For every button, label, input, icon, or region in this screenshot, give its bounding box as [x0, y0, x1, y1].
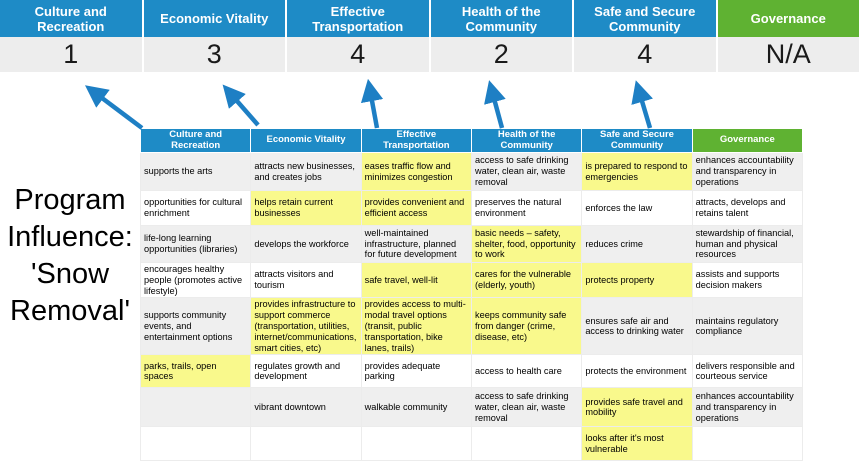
matrix-cell	[139, 387, 252, 428]
matrix-cell: stewardship of financial, human and phys…	[691, 225, 804, 263]
matrix-cell: delivers responsible and courteous servi…	[691, 354, 804, 389]
up-arrow-icon	[85, 85, 144, 130]
matrix-cell: safe travel, well-lit	[360, 261, 472, 299]
score-column: Governance N/A	[717, 0, 859, 72]
matrix-cell: life-long learning opportunities (librar…	[139, 225, 252, 263]
matrix-cell	[360, 426, 472, 462]
matrix-cell: is prepared to respond to emergencies	[581, 152, 693, 191]
matrix-cell	[139, 426, 252, 462]
matrix-cell: provides access to multi-modal travel op…	[360, 297, 472, 356]
score-column: Safe and Secure Community 4	[574, 0, 716, 72]
matrix-cell: supports community events, and entertain…	[139, 297, 252, 356]
matrix-cell: opportunities for cultural enrichment	[139, 190, 252, 226]
matrix-cell	[691, 426, 804, 462]
matrix-cell: encourages healthy people (promotes acti…	[139, 261, 252, 299]
influence-arrows	[85, 78, 653, 130]
matrix-cell: enhances accountability and transparency…	[691, 152, 804, 191]
matrix-cell: keeps community safe from danger (crime,…	[470, 297, 583, 356]
up-arrow-icon	[222, 84, 260, 127]
matrix-row: opportunities for cultural enrichment hel…	[139, 190, 804, 226]
matrix-cell: enforces the law	[581, 190, 693, 226]
score-value: 4	[574, 37, 716, 72]
matrix-header-row: Culture and Recreation Economic Vitality E…	[139, 128, 804, 153]
matrix-body: supports the arts attracts new businesses…	[139, 152, 804, 462]
matrix-cell: reduces crime	[581, 225, 693, 263]
matrix-header-cell: Economic Vitality	[250, 128, 362, 153]
program-title-line: Program	[14, 184, 126, 216]
score-column: Culture and Recreation 1	[0, 0, 142, 72]
program-title-line: Removal'	[10, 295, 130, 327]
priority-header: Effective Transportation	[287, 0, 429, 37]
matrix-cell: provides convenient and efficient access	[360, 190, 472, 226]
priority-header: Health of the Community	[430, 0, 572, 37]
matrix-cell: provides infrastructure to support comme…	[250, 297, 362, 356]
matrix-cell: basic needs – safety, shelter, food, opp…	[470, 225, 583, 263]
score-value: 2	[430, 37, 572, 72]
score-value: 4	[287, 37, 429, 72]
matrix-cell: access to health care	[470, 354, 583, 389]
matrix-cell: provides safe travel and mobility	[581, 387, 693, 428]
matrix-cell: protects the environment	[581, 354, 693, 389]
matrix-row: looks after it's most vulnerable	[139, 426, 804, 462]
matrix-cell: helps retain current businesses	[250, 190, 362, 226]
matrix-table: Culture and Recreation Economic Vitality E…	[139, 128, 804, 462]
matrix-cell: provides adequate parking	[360, 354, 472, 389]
priority-header: Culture and Recreation	[0, 0, 142, 37]
matrix-header-cell: Culture and Recreation	[139, 128, 252, 153]
matrix-cell: attracts, develops and retains talent	[691, 190, 804, 226]
up-arrow-icon	[360, 78, 384, 129]
matrix-cell: assists and supports decision makers	[691, 261, 804, 299]
matrix-cell: develops the workforce	[250, 225, 362, 263]
matrix-cell: cares for the vulnerable (elderly, youth…	[470, 261, 583, 299]
matrix-header-cell: Health of the Community	[470, 128, 583, 153]
matrix-header-cell: Safe and Secure Community	[581, 128, 693, 153]
score-column: Health of the Community 2	[430, 0, 572, 72]
matrix-cell: access to safe drinking water, clean air…	[470, 387, 583, 428]
program-title: Program Influence: 'Snow Removal'	[0, 182, 140, 330]
matrix-row: supports the arts attracts new businesses…	[139, 152, 804, 191]
score-value: 1	[0, 37, 142, 72]
matrix-cell: ensures safe air and access to drinking …	[581, 297, 693, 356]
matrix-cell: maintains regulatory compliance	[691, 297, 804, 356]
matrix-cell: regulates growth and development	[250, 354, 362, 389]
matrix-header-cell: Effective Transportation	[360, 128, 472, 153]
matrix-cell: attracts visitors and tourism	[250, 261, 362, 299]
matrix-cell	[250, 426, 362, 462]
matrix-cell: eases traffic flow and minimizes congest…	[360, 152, 472, 191]
matrix-row: encourages healthy people (promotes acti…	[139, 261, 804, 299]
matrix-row: supports community events, and entertain…	[139, 297, 804, 356]
matrix-header-cell: Governance	[691, 128, 804, 153]
matrix-cell: protects property	[581, 261, 693, 299]
matrix-cell: preserves the natural environment	[470, 190, 583, 226]
program-title-line: Influence:	[7, 221, 133, 253]
matrix-cell: well-maintained infrastructure, planned …	[360, 225, 472, 263]
matrix-cell: enhances accountability and transparency…	[691, 387, 804, 428]
matrix-cell: parks, trails, open spaces	[139, 354, 252, 389]
priority-header: Economic Vitality	[143, 0, 285, 37]
priority-header: Safe and Secure Community	[574, 0, 716, 37]
scoreboard: Culture and Recreation 1 Economic Vitality…	[0, 0, 859, 72]
matrix-row: vibrant downtown walkable community access…	[139, 387, 804, 428]
score-column: Effective Transportation 4	[287, 0, 429, 72]
score-value: 3	[143, 37, 285, 72]
matrix-cell: supports the arts	[139, 152, 252, 191]
program-title-line: 'Snow	[30, 258, 110, 290]
score-column: Economic Vitality 3	[143, 0, 285, 72]
matrix-cell: attracts new businesses, and creates job…	[250, 152, 362, 191]
up-arrow-icon	[631, 80, 653, 129]
matrix-row: parks, trails, open spaces regulates grow…	[139, 354, 804, 389]
priority-header: Governance	[717, 0, 859, 37]
up-arrow-icon	[484, 80, 506, 129]
matrix-cell	[470, 426, 583, 462]
matrix-cell: access to safe drinking water, clean air…	[470, 152, 583, 191]
score-value: N/A	[717, 37, 859, 72]
matrix-cell: walkable community	[360, 387, 472, 428]
matrix-cell: looks after it's most vulnerable	[581, 426, 693, 462]
matrix-cell: vibrant downtown	[250, 387, 362, 428]
matrix-row: life-long learning opportunities (librar…	[139, 225, 804, 263]
